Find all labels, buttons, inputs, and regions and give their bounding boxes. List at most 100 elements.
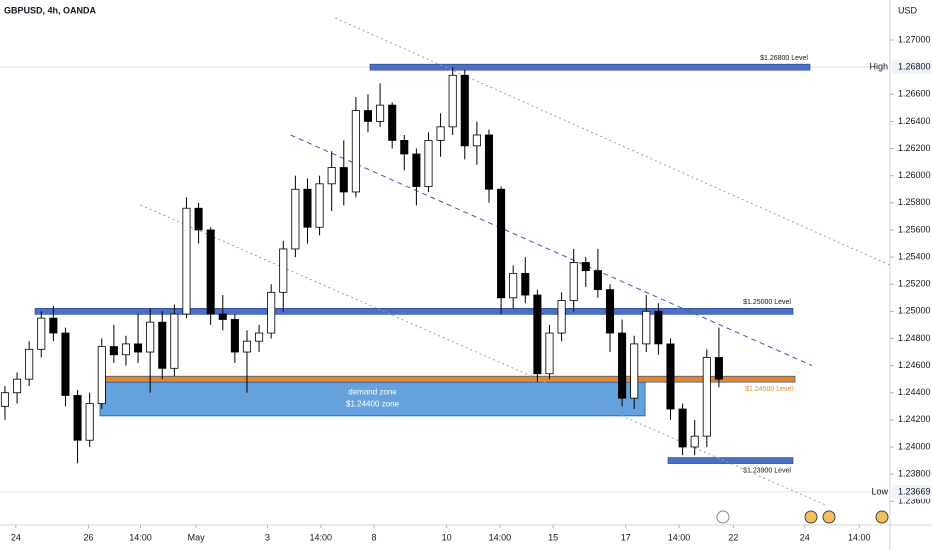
marker-name: High bbox=[869, 62, 888, 72]
y-tick-label: 1.26000 bbox=[898, 170, 931, 180]
candle-body bbox=[97, 346, 106, 404]
bottom-icons bbox=[716, 510, 889, 524]
x-tick-label: 14:00 bbox=[848, 532, 871, 542]
candle-body bbox=[182, 207, 191, 315]
icon bbox=[875, 510, 889, 524]
candle-body bbox=[303, 188, 312, 228]
candle-body bbox=[484, 134, 494, 190]
candle-body bbox=[666, 343, 675, 410]
candle-body bbox=[472, 134, 481, 147]
marker-value: 1.26800 bbox=[898, 62, 931, 72]
candle-body bbox=[230, 319, 239, 353]
y-tick-label: 1.26200 bbox=[898, 143, 931, 153]
candle-body bbox=[376, 104, 385, 122]
candle-body bbox=[0, 392, 9, 407]
level-label: $1.26800 Level bbox=[760, 55, 808, 62]
candle-body bbox=[218, 313, 227, 320]
level-line bbox=[99, 375, 796, 383]
demand-zone bbox=[99, 380, 646, 417]
candle-body bbox=[37, 317, 46, 350]
x-tick-label: 14:00 bbox=[489, 532, 512, 542]
y-tick-label: 1.24000 bbox=[898, 441, 931, 451]
candle-body bbox=[678, 408, 687, 448]
candle-body bbox=[533, 294, 542, 375]
candle-body bbox=[73, 395, 82, 441]
x-tick-label: 26 bbox=[83, 532, 93, 542]
x-tick-label: 24 bbox=[11, 532, 21, 542]
icon bbox=[804, 510, 818, 524]
y-tick-label: 1.23600 bbox=[898, 496, 931, 506]
candle-body bbox=[267, 291, 276, 334]
zone-label: $1.24400 zone bbox=[346, 399, 399, 408]
candle-body bbox=[521, 272, 530, 296]
candle-body bbox=[121, 343, 130, 356]
candle-body bbox=[690, 435, 699, 448]
candle-body bbox=[206, 229, 215, 315]
candle-body bbox=[363, 110, 373, 122]
candle-body bbox=[170, 313, 179, 369]
candle-body bbox=[85, 403, 94, 441]
candle-body bbox=[569, 262, 578, 301]
x-tick-label: 14:00 bbox=[668, 532, 691, 542]
level-label: $1.23900 Level bbox=[743, 467, 791, 474]
candle-body bbox=[497, 188, 506, 299]
x-tick-label: 14:00 bbox=[310, 532, 333, 542]
candle-body bbox=[291, 188, 300, 250]
y-tick-label: 1.25200 bbox=[898, 279, 931, 289]
candle-body bbox=[388, 104, 397, 141]
y-tick-label: 1.26600 bbox=[898, 89, 931, 99]
candle-body bbox=[61, 332, 70, 396]
x-tick-label: 10 bbox=[442, 532, 452, 542]
candle-body bbox=[654, 310, 663, 345]
x-tick-label: 14:00 bbox=[129, 532, 152, 542]
candle-body bbox=[194, 207, 203, 231]
x-tick-label: May bbox=[188, 532, 206, 542]
y-tick-label: 1.24200 bbox=[898, 414, 931, 424]
y-tick-label: 1.25600 bbox=[898, 224, 931, 234]
candle-body bbox=[545, 332, 554, 375]
candle-body bbox=[134, 343, 143, 353]
trendline bbox=[335, 17, 890, 266]
candle-body bbox=[702, 357, 711, 437]
candle-body bbox=[424, 140, 433, 187]
candle-body bbox=[315, 183, 324, 228]
marker-box bbox=[892, 484, 932, 499]
candle-body bbox=[618, 332, 627, 399]
level-label: $1.25000 Level bbox=[743, 299, 791, 306]
candle-body bbox=[605, 289, 615, 334]
level-line bbox=[667, 457, 794, 464]
candle-body bbox=[146, 321, 155, 353]
level-line bbox=[34, 308, 794, 315]
x-tick-label: 17 bbox=[621, 532, 631, 542]
candle-body bbox=[255, 332, 264, 342]
candle-body bbox=[158, 321, 167, 369]
candle-body bbox=[49, 317, 58, 334]
candle-body bbox=[242, 340, 252, 353]
candle-body bbox=[448, 74, 457, 128]
chart-title: GBPUSD, 4h, OANDA bbox=[4, 5, 97, 15]
currency-label: USD bbox=[898, 5, 918, 15]
candle-body bbox=[460, 74, 469, 147]
y-tick-label: 1.24600 bbox=[898, 360, 931, 370]
candle-body bbox=[642, 310, 651, 345]
candle-body bbox=[351, 110, 360, 193]
candle-body bbox=[13, 378, 22, 394]
candle-body bbox=[630, 343, 639, 399]
icon bbox=[716, 510, 730, 524]
candle-body bbox=[557, 300, 566, 334]
x-tick-label: 8 bbox=[372, 532, 377, 542]
level-label: $1.24500 Level bbox=[745, 386, 793, 393]
candle-body bbox=[327, 167, 336, 185]
candle-body bbox=[593, 270, 602, 291]
x-tick-label: 24 bbox=[800, 532, 810, 542]
marker-value: 1.23669 bbox=[898, 486, 931, 496]
candle-body bbox=[339, 167, 348, 193]
y-tick-label: 1.25800 bbox=[898, 197, 931, 207]
candle-body bbox=[714, 357, 723, 380]
x-tick-label: 15 bbox=[548, 532, 558, 542]
candle-body bbox=[279, 248, 288, 293]
y-tick-label: 1.25000 bbox=[898, 306, 931, 316]
marker-name: Low bbox=[871, 486, 888, 496]
candle-body bbox=[25, 348, 34, 380]
